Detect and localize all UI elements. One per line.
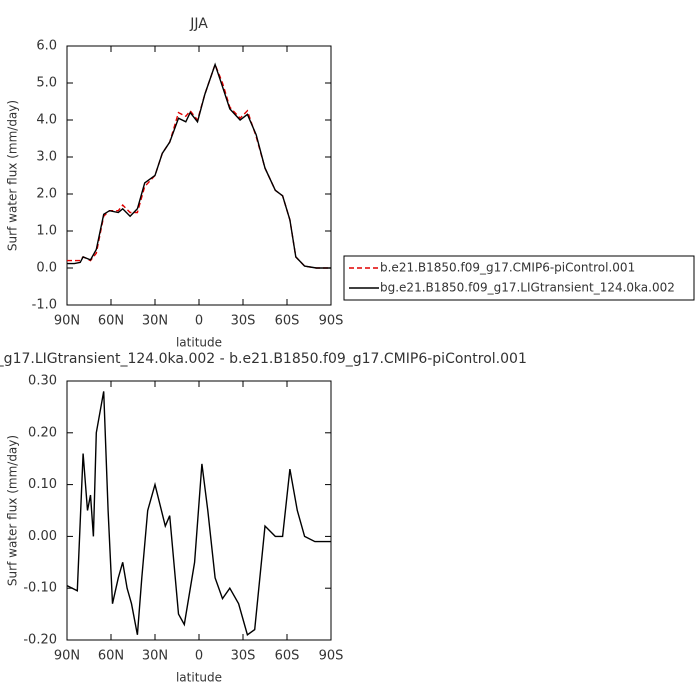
x-axis-label: latitude — [176, 336, 222, 350]
plot-frame — [66, 380, 332, 641]
x-tick-label: 30S — [231, 649, 256, 664]
x-tick-label: 60S — [275, 314, 300, 329]
legend-label: b.e21.B1850.f09_g17.CMIP6-piControl.001 — [380, 261, 635, 275]
y-tick-label: 6.0 — [36, 39, 57, 54]
y-tick-label: 0.00 — [28, 529, 57, 544]
y-tick-label: -0.10 — [23, 581, 57, 596]
x-tick-label: 0 — [195, 649, 203, 664]
chart-title: bg.e21.B1850.f09_g17.LIGtransient_124.0k… — [0, 351, 527, 367]
chart-title: JJA — [189, 16, 208, 32]
legend-label: bg.e21.B1850.f09_g17.LIGtransient_124.0k… — [380, 281, 675, 295]
y-tick-label: 3.0 — [36, 150, 57, 165]
series-line — [67, 62, 331, 269]
x-tick-label: 30N — [142, 314, 168, 329]
x-tick-label: 90S — [319, 314, 344, 329]
y-tick-label: 0.0 — [36, 261, 57, 276]
y-tick-label: 0.30 — [28, 374, 57, 389]
x-tick-label: 60S — [275, 649, 300, 664]
x-tick-label: 30N — [142, 649, 168, 664]
y-tick-label: 4.0 — [36, 113, 57, 128]
y-tick-label: -1.0 — [32, 298, 57, 313]
y-tick-label: 0.10 — [28, 477, 57, 492]
plot-frame — [66, 45, 332, 306]
x-tick-label: 60N — [98, 314, 124, 329]
x-tick-label: 30S — [231, 314, 256, 329]
series-line — [66, 391, 331, 636]
x-tick-label: 90S — [319, 649, 344, 664]
y-tick-label: 0.20 — [28, 425, 57, 440]
x-axis-label: latitude — [176, 671, 222, 685]
x-tick-label: 90N — [54, 649, 80, 664]
y-axis-label: Surf water flux (mm/day) — [6, 100, 20, 251]
legend-box — [343, 255, 695, 301]
y-tick-label: 5.0 — [36, 76, 57, 91]
y-tick-label: -0.20 — [23, 633, 57, 648]
y-axis-label: Surf water flux (mm/day) — [6, 435, 20, 586]
series-line — [67, 62, 331, 269]
x-tick-label: 90N — [54, 314, 80, 329]
y-tick-label: 1.0 — [36, 224, 57, 239]
x-tick-label: 0 — [195, 314, 203, 329]
y-tick-label: 2.0 — [36, 187, 57, 202]
x-tick-label: 60N — [98, 649, 124, 664]
